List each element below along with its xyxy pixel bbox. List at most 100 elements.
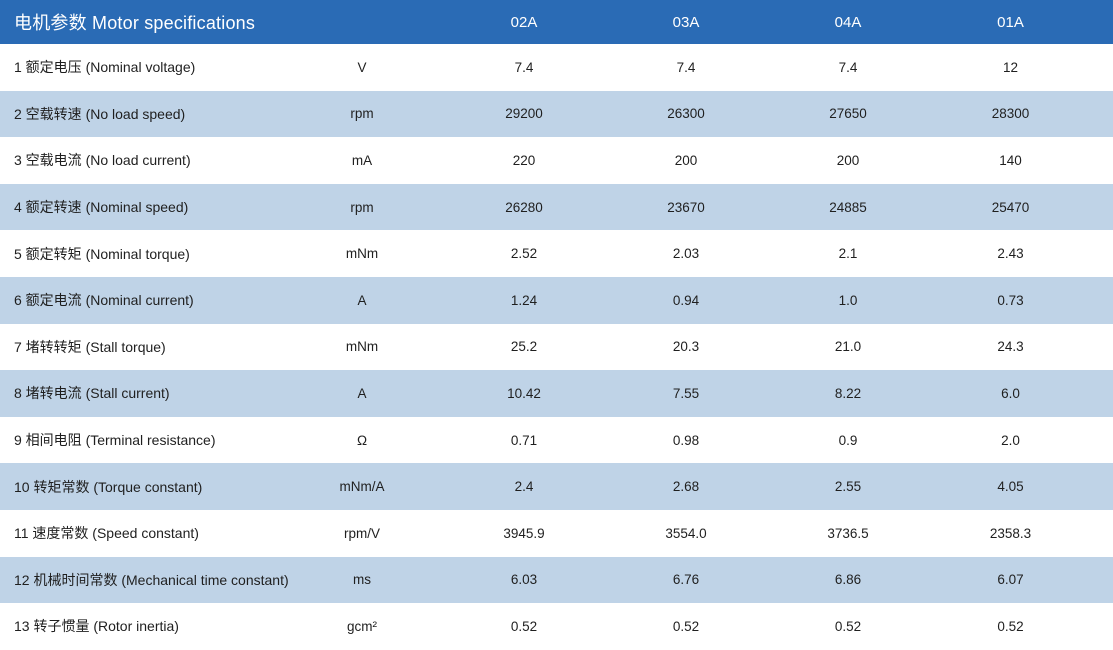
param-unit: gcm² bbox=[281, 603, 444, 650]
param-value: 1.24 bbox=[443, 276, 606, 324]
param-value: 25470 bbox=[929, 183, 1113, 231]
param-value: 1.0 bbox=[767, 276, 930, 324]
column-header-01a: 01A bbox=[929, 0, 1113, 44]
param-value: 27650 bbox=[767, 90, 930, 138]
param-value: 2.55 bbox=[767, 463, 930, 510]
param-value: 6.03 bbox=[443, 556, 606, 604]
table-row: 10 转矩常数 (Torque constant) mNm/A 2.4 2.68… bbox=[0, 463, 1113, 510]
param-label: 7 堵转转矩 (Stall torque) bbox=[0, 323, 281, 371]
table-row: 9 相间电阻 (Terminal resistance) Ω 0.71 0.98… bbox=[0, 416, 1113, 464]
param-value: 6.86 bbox=[767, 556, 930, 604]
param-value: 8.22 bbox=[767, 370, 930, 417]
param-value: 0.94 bbox=[605, 276, 768, 324]
table-row: 7 堵转转矩 (Stall torque) mNm 25.2 20.3 21.0… bbox=[0, 323, 1113, 371]
param-value: 21.0 bbox=[767, 323, 930, 371]
table-row: 4 额定转速 (Nominal speed) rpm 26280 23670 2… bbox=[0, 183, 1113, 231]
param-label: 10 转矩常数 (Torque constant) bbox=[0, 463, 281, 510]
param-value: 3945.9 bbox=[443, 509, 606, 557]
param-value: 0.9 bbox=[767, 416, 930, 464]
param-value: 2.1 bbox=[767, 230, 930, 277]
table-title: 电机参数 Motor specifications bbox=[0, 0, 444, 44]
table-row: 12 机械时间常数 (Mechanical time constant) ms … bbox=[0, 556, 1113, 604]
header-row: 电机参数 Motor specifications 02A 03A 04A 01… bbox=[0, 0, 1113, 44]
param-value: 7.4 bbox=[443, 44, 606, 91]
param-label: 4 额定转速 (Nominal speed) bbox=[0, 183, 281, 231]
param-value: 4.05 bbox=[929, 463, 1113, 510]
param-value: 3554.0 bbox=[605, 509, 768, 557]
param-unit: rpm bbox=[281, 183, 444, 231]
table-body: 1 额定电压 (Nominal voltage) V 7.4 7.4 7.4 1… bbox=[0, 44, 1113, 650]
param-value: 26280 bbox=[443, 183, 606, 231]
param-value: 7.4 bbox=[605, 44, 768, 91]
param-value: 0.52 bbox=[443, 603, 606, 650]
table-row: 11 速度常数 (Speed constant) rpm/V 3945.9 35… bbox=[0, 509, 1113, 557]
param-label: 8 堵转电流 (Stall current) bbox=[0, 370, 281, 417]
param-value: 23670 bbox=[605, 183, 768, 231]
table-header: 电机参数 Motor specifications 02A 03A 04A 01… bbox=[0, 0, 1113, 44]
param-value: 2.0 bbox=[929, 416, 1113, 464]
param-label: 2 空载转速 (No load speed) bbox=[0, 90, 281, 138]
param-label: 5 额定转矩 (Nominal torque) bbox=[0, 230, 281, 277]
param-value: 28300 bbox=[929, 90, 1113, 138]
param-unit: ms bbox=[281, 556, 444, 604]
param-unit: mNm bbox=[281, 323, 444, 371]
table-row: 3 空载电流 (No load current) mA 220 200 200 … bbox=[0, 137, 1113, 184]
param-label: 3 空载电流 (No load current) bbox=[0, 137, 281, 184]
param-value: 7.55 bbox=[605, 370, 768, 417]
param-unit: mA bbox=[281, 137, 444, 184]
param-value: 0.52 bbox=[767, 603, 930, 650]
param-unit: rpm bbox=[281, 90, 444, 138]
param-label: 1 额定电压 (Nominal voltage) bbox=[0, 44, 281, 91]
param-value: 2.52 bbox=[443, 230, 606, 277]
param-label: 13 转子惯量 (Rotor inertia) bbox=[0, 603, 281, 650]
param-label: 11 速度常数 (Speed constant) bbox=[0, 509, 281, 557]
param-value: 7.4 bbox=[767, 44, 930, 91]
param-unit: mNm/A bbox=[281, 463, 444, 510]
param-unit: rpm/V bbox=[281, 509, 444, 557]
param-unit: A bbox=[281, 370, 444, 417]
param-value: 6.76 bbox=[605, 556, 768, 604]
table-row: 1 额定电压 (Nominal voltage) V 7.4 7.4 7.4 1… bbox=[0, 44, 1113, 91]
param-value: 2.4 bbox=[443, 463, 606, 510]
param-value: 0.98 bbox=[605, 416, 768, 464]
param-value: 200 bbox=[605, 137, 768, 184]
param-value: 0.52 bbox=[929, 603, 1113, 650]
param-value: 24.3 bbox=[929, 323, 1113, 371]
param-value: 20.3 bbox=[605, 323, 768, 371]
param-value: 24885 bbox=[767, 183, 930, 231]
param-value: 26300 bbox=[605, 90, 768, 138]
table-row: 5 额定转矩 (Nominal torque) mNm 2.52 2.03 2.… bbox=[0, 230, 1113, 277]
param-value: 6.07 bbox=[929, 556, 1113, 604]
table-row: 13 转子惯量 (Rotor inertia) gcm² 0.52 0.52 0… bbox=[0, 603, 1113, 650]
param-value: 0.73 bbox=[929, 276, 1113, 324]
table-row: 2 空载转速 (No load speed) rpm 29200 26300 2… bbox=[0, 90, 1113, 138]
param-value: 220 bbox=[443, 137, 606, 184]
param-value: 3736.5 bbox=[767, 509, 930, 557]
column-header-02a: 02A bbox=[443, 0, 606, 44]
param-value: 200 bbox=[767, 137, 930, 184]
param-value: 140 bbox=[929, 137, 1113, 184]
param-value: 2.03 bbox=[605, 230, 768, 277]
column-header-03a: 03A bbox=[605, 0, 768, 44]
param-unit: Ω bbox=[281, 416, 444, 464]
param-label: 6 额定电流 (Nominal current) bbox=[0, 276, 281, 324]
param-value: 0.71 bbox=[443, 416, 606, 464]
table-row: 8 堵转电流 (Stall current) A 10.42 7.55 8.22… bbox=[0, 370, 1113, 417]
param-value: 10.42 bbox=[443, 370, 606, 417]
param-value: 2.43 bbox=[929, 230, 1113, 277]
param-value: 0.52 bbox=[605, 603, 768, 650]
table-row: 6 额定电流 (Nominal current) A 1.24 0.94 1.0… bbox=[0, 276, 1113, 324]
param-value: 6.0 bbox=[929, 370, 1113, 417]
param-value: 12 bbox=[929, 44, 1113, 91]
param-unit: mNm bbox=[281, 230, 444, 277]
param-value: 25.2 bbox=[443, 323, 606, 371]
param-value: 2.68 bbox=[605, 463, 768, 510]
param-unit: V bbox=[281, 44, 444, 91]
param-value: 29200 bbox=[443, 90, 606, 138]
column-header-04a: 04A bbox=[767, 0, 930, 44]
param-label: 9 相间电阻 (Terminal resistance) bbox=[0, 416, 281, 464]
param-label: 12 机械时间常数 (Mechanical time constant) bbox=[0, 556, 289, 604]
param-unit: A bbox=[281, 276, 444, 324]
param-value: 2358.3 bbox=[929, 509, 1113, 557]
